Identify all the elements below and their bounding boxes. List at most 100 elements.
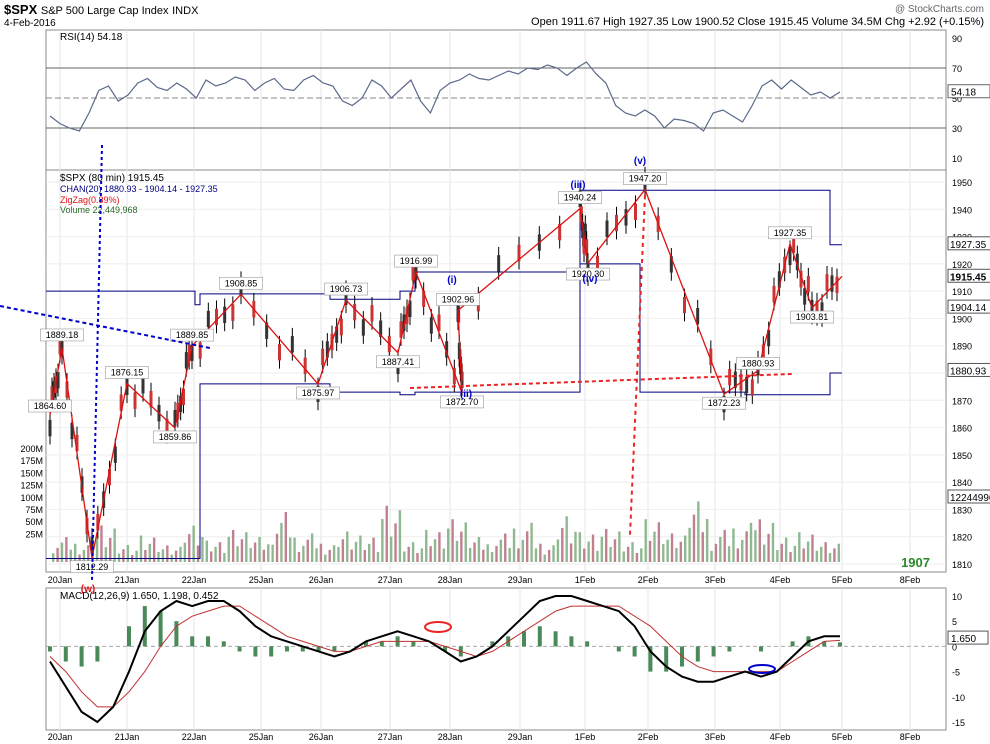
- volume-bar: [113, 528, 116, 562]
- zigzag-label: 1859.86: [159, 432, 192, 442]
- volume-bar: [710, 550, 713, 562]
- volume-bar: [780, 543, 783, 562]
- price-candle: [290, 336, 294, 353]
- volume-bar: [293, 537, 296, 562]
- macd-tick-label: -15: [952, 718, 965, 728]
- price-candle: [445, 341, 449, 358]
- volume-bar: [69, 549, 72, 562]
- wave-label: (v): [634, 156, 646, 167]
- zigzag-label-box: [790, 310, 834, 324]
- rsi-value-label: 54.18: [951, 88, 976, 99]
- price-candle: [379, 320, 383, 337]
- price-candle: [820, 302, 824, 319]
- price-candle: [750, 379, 754, 396]
- price-candle: [583, 223, 587, 240]
- price-candle: [795, 253, 799, 271]
- volume-bar: [324, 554, 327, 562]
- volume-bar: [297, 552, 301, 562]
- volume-bar: [552, 545, 555, 562]
- volume-bar: [460, 531, 463, 562]
- volume-bar: [618, 531, 621, 562]
- price-candle: [56, 371, 60, 389]
- x-tick-label: 4Feb: [770, 732, 791, 742]
- volume-bar: [565, 516, 568, 562]
- volume-bar: [578, 532, 582, 562]
- price-tick-label: 1950: [952, 178, 972, 188]
- zigzag-label-box: [623, 172, 667, 185]
- volume-bar: [275, 533, 279, 562]
- price-candle: [325, 341, 329, 358]
- price-tick-label: 1870: [952, 396, 972, 406]
- volume-bar: [635, 553, 639, 562]
- price-value-box: [947, 489, 990, 504]
- volume-bar: [534, 548, 538, 562]
- vertical-line-blue: [91, 144, 103, 581]
- volume-bar: [174, 550, 178, 562]
- volume-bar: [609, 547, 612, 562]
- price-candle: [75, 434, 79, 452]
- price-candle: [119, 394, 123, 411]
- price-candle: [558, 223, 562, 241]
- macd-histogram-bar: [127, 626, 131, 647]
- volume-bar: [727, 546, 731, 562]
- volume-bar: [104, 547, 108, 562]
- volume-bar: [240, 539, 244, 562]
- price-tick-label: 1820: [952, 533, 972, 543]
- price-candle: [615, 214, 618, 232]
- macd-histogram-bar: [221, 641, 226, 647]
- macd-tick-label: 10: [952, 592, 962, 602]
- volume-bar: [455, 540, 459, 562]
- zigzag-line: [49, 188, 843, 558]
- volume-bar: [403, 551, 406, 562]
- volume-bar: [789, 552, 792, 562]
- x-tick-label: 5Feb: [832, 732, 853, 742]
- price-value-box: [947, 268, 990, 283]
- volume-bar: [561, 527, 564, 562]
- x-tick-label: 29Jan: [508, 732, 533, 742]
- x-tick-label: 20Jan: [48, 732, 73, 742]
- volume-bar: [486, 544, 489, 562]
- volume-bar: [648, 540, 652, 562]
- volume-bar: [798, 532, 801, 562]
- volume-bar: [477, 537, 481, 562]
- volume-bar: [161, 549, 165, 562]
- volume-bar: [139, 535, 143, 562]
- volume-bar: [556, 539, 560, 562]
- volume-bar: [442, 548, 446, 562]
- index-name: S&P 500 Large Cap Index: [40, 5, 169, 17]
- price-candle: [405, 307, 409, 324]
- price-candle: [408, 300, 412, 317]
- price-candle: [70, 422, 74, 440]
- rsi-tick-label: 10: [952, 154, 962, 164]
- price-candle: [65, 381, 69, 398]
- price-candle: [634, 203, 637, 220]
- wave-label: (iv): [583, 274, 598, 285]
- zigzag-label: 1920.30: [572, 269, 605, 279]
- volume-bar: [82, 549, 86, 562]
- volume-bar: [337, 547, 340, 562]
- volume-bar: [73, 543, 77, 562]
- macd-histogram-bar: [79, 646, 84, 667]
- volume-bar: [482, 549, 485, 562]
- volume-bar: [223, 553, 226, 562]
- volume-bar: [473, 542, 476, 562]
- volume-bar: [512, 528, 516, 562]
- price-candle: [825, 274, 829, 291]
- price-tick-label: 1940: [952, 205, 972, 215]
- macd-tick-label: -10: [952, 693, 965, 703]
- volume-bar: [679, 541, 683, 562]
- macd-value-box: [947, 630, 989, 645]
- wave-label: (ii): [460, 389, 472, 400]
- price-value-label: 1904.14: [950, 303, 987, 314]
- price-candle: [149, 390, 153, 408]
- volume-bar: [420, 548, 424, 562]
- volume-tick-label: 50M: [25, 517, 43, 527]
- volume-bar: [350, 549, 353, 562]
- price-candle: [696, 308, 700, 325]
- zigzag-label-box: [40, 328, 84, 342]
- volume-bar: [328, 549, 331, 562]
- volume-bar: [504, 533, 507, 562]
- price-candle: [582, 237, 586, 254]
- volume-bar: [793, 545, 797, 562]
- zigzag-label: 1864.60: [34, 401, 67, 411]
